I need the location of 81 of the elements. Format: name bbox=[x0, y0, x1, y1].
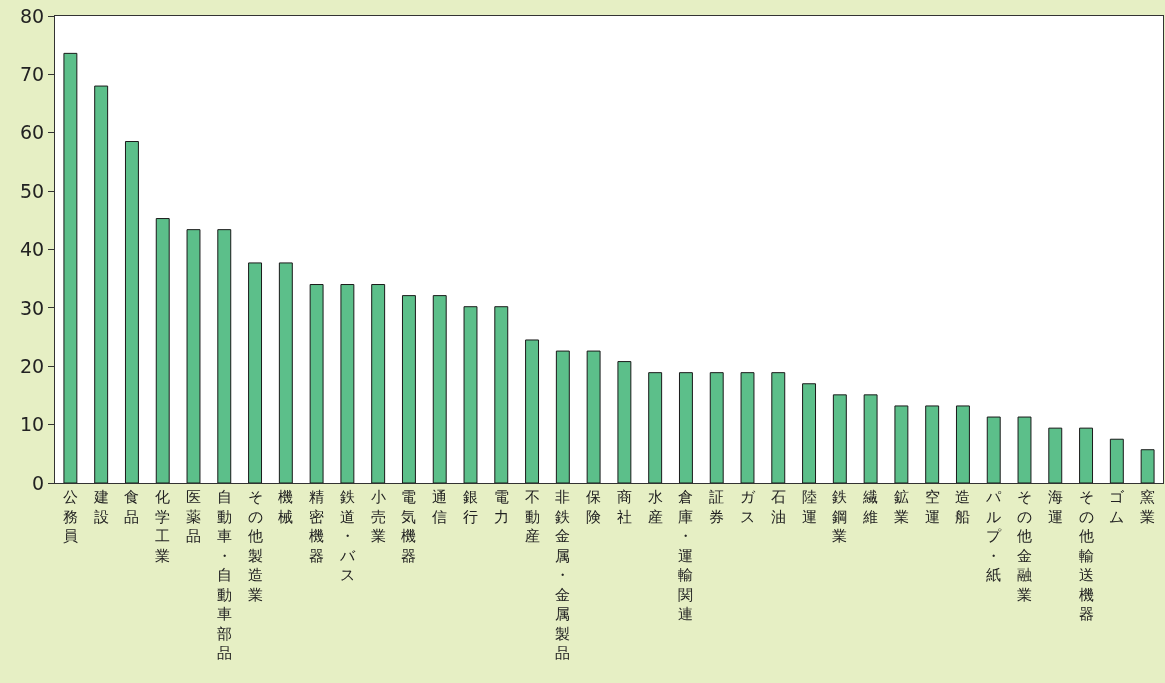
y-tick-label: 70 bbox=[20, 63, 45, 86]
x-tick-label: その他製造業 bbox=[247, 488, 263, 604]
y-tick-label: 60 bbox=[20, 121, 45, 144]
x-tick-label: 小売業 bbox=[370, 488, 386, 545]
x-tick-label: 化学工業 bbox=[155, 488, 171, 565]
x-tick-label: 公務員 bbox=[62, 488, 78, 545]
bar bbox=[186, 229, 201, 483]
bar bbox=[863, 394, 878, 483]
x-tick-label: 証券 bbox=[709, 488, 725, 526]
x-tick-label: 医薬品 bbox=[186, 488, 201, 545]
x-tick-label: 倉庫・運輸関連 bbox=[678, 488, 694, 623]
bar bbox=[771, 372, 786, 483]
bar bbox=[463, 306, 478, 483]
x-tick-label: 機械 bbox=[278, 488, 294, 526]
x-tick-label: 鉄鋼業 bbox=[832, 488, 848, 545]
bar bbox=[494, 306, 509, 483]
x-tick-label: その他輸送機器 bbox=[1078, 488, 1094, 623]
bar bbox=[1079, 427, 1094, 483]
x-tick-label: 繊維 bbox=[862, 488, 879, 526]
x-tick-label: 電力 bbox=[493, 488, 509, 526]
bar bbox=[124, 141, 139, 483]
bar bbox=[986, 416, 1001, 483]
x-tick-label: 空運 bbox=[924, 488, 940, 526]
bar bbox=[555, 350, 570, 483]
bar bbox=[1140, 449, 1155, 483]
y-tick-label: 40 bbox=[20, 238, 45, 261]
x-tick-label: 食品 bbox=[124, 488, 140, 526]
x-tick-label: 通信 bbox=[432, 488, 448, 526]
x-tick-label: 不動産 bbox=[524, 488, 540, 545]
x-tick-label: 鉄道・バス bbox=[338, 488, 356, 584]
x-tick-label: 建設 bbox=[92, 488, 109, 526]
x-tick-label: ゴム bbox=[1109, 488, 1126, 526]
category-label: 自動車・自動車部品 bbox=[216, 488, 232, 662]
x-tick-label: 造船 bbox=[955, 488, 971, 526]
bar bbox=[832, 394, 847, 483]
x-tick-label: ガス bbox=[740, 488, 756, 526]
bar bbox=[648, 372, 663, 483]
x-tick-label: 鉱業 bbox=[893, 488, 909, 526]
bar bbox=[525, 339, 540, 483]
y-tick-label: 20 bbox=[20, 354, 45, 377]
bar bbox=[586, 350, 601, 483]
bar bbox=[1017, 416, 1032, 483]
bar bbox=[248, 262, 263, 483]
x-tick-label: 電気機器 bbox=[401, 488, 417, 565]
y-tick-label: 30 bbox=[20, 296, 45, 319]
x-tick-label: 水産 bbox=[647, 488, 663, 526]
x-tick-label: パルプ・紙 bbox=[985, 488, 1003, 584]
bar bbox=[278, 262, 293, 483]
bar bbox=[401, 295, 416, 483]
x-tick-label: 商社 bbox=[616, 488, 632, 526]
bar bbox=[955, 405, 970, 483]
x-tick-label: 銀行 bbox=[463, 488, 478, 526]
y-tick-label: 10 bbox=[20, 413, 45, 436]
bar bbox=[740, 372, 755, 483]
bar bbox=[709, 372, 724, 483]
bar bbox=[63, 52, 78, 483]
x-tick-label: その他金融業 bbox=[1017, 488, 1032, 604]
bar bbox=[217, 229, 232, 483]
bar bbox=[155, 218, 170, 483]
x-tick-label: 精密機器 bbox=[309, 488, 325, 565]
bar bbox=[617, 361, 632, 483]
category-label: 非鉄金属・金属製品 bbox=[555, 488, 571, 662]
bar bbox=[925, 405, 940, 483]
bar bbox=[94, 85, 109, 483]
bar bbox=[1048, 427, 1063, 483]
bar bbox=[309, 284, 324, 483]
x-tick-label: 海運 bbox=[1047, 488, 1063, 526]
y-tick-label: 80 bbox=[20, 4, 45, 27]
y-tick-label: 0 bbox=[32, 471, 45, 494]
x-tick-label: 陸運 bbox=[801, 488, 817, 526]
bar bbox=[894, 405, 909, 483]
x-tick-label: 保険 bbox=[586, 488, 602, 526]
bar bbox=[371, 284, 386, 483]
bar bbox=[340, 284, 355, 483]
bar bbox=[678, 372, 693, 483]
bar bbox=[802, 383, 817, 483]
bar bbox=[1109, 438, 1124, 483]
x-tick-label: 窯業 bbox=[1140, 488, 1156, 526]
y-tick-label: 50 bbox=[20, 179, 45, 202]
bar bbox=[432, 295, 447, 483]
x-tick-label: 石油 bbox=[770, 488, 786, 526]
